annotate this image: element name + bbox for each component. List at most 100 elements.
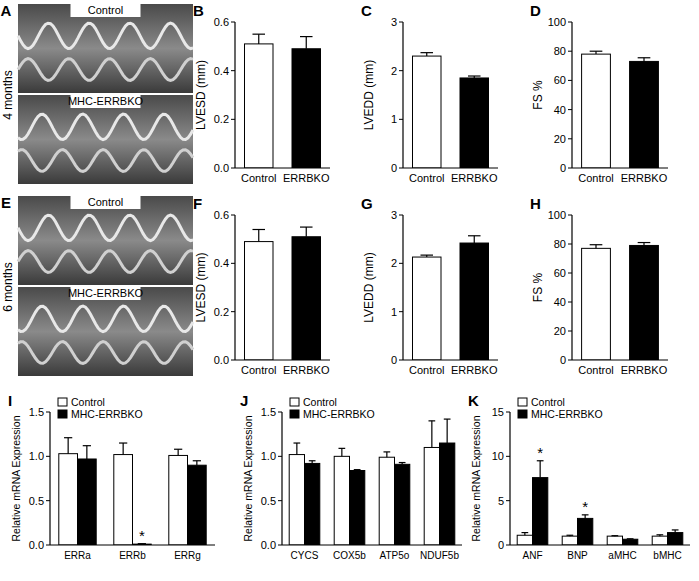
y-tick [399, 119, 403, 120]
error-cap [119, 442, 127, 443]
echo-frame [18, 196, 193, 285]
chart: 0.00.20.40.6ControlERRBKOLVESD (mm)F [193, 195, 330, 376]
error-bar [64, 438, 72, 454]
y-tick-label: 0.0 [214, 354, 229, 366]
error-bar [300, 37, 313, 49]
y-tick [231, 70, 235, 71]
echo-trace [18, 23, 193, 48]
panel-letter: B [193, 2, 204, 19]
error-bar [428, 421, 435, 448]
y-tick [568, 273, 572, 274]
chart: 0123ControlERRBKOLVEDD (mm)C [361, 2, 498, 184]
error-bar [611, 535, 618, 536]
y-axis-label: FS % [531, 80, 545, 110]
bar [289, 455, 304, 545]
error-bar [590, 245, 603, 249]
error-bar [420, 53, 433, 56]
y-tick [231, 168, 235, 169]
y-tick-label: 0.0 [29, 539, 44, 551]
panel-letter: I [8, 392, 12, 409]
y-tick [46, 545, 50, 546]
error-cap [338, 448, 345, 449]
y-tick-label: 0.5 [261, 495, 276, 507]
error-bar [627, 538, 634, 539]
image-label: MHC-ERRBKO [68, 95, 144, 107]
error-line [386, 452, 387, 457]
bar [630, 245, 659, 360]
error-cap [468, 235, 481, 236]
bar [562, 536, 577, 545]
legend-swatch [58, 410, 67, 418]
bar [59, 454, 78, 545]
error-cap [83, 445, 91, 446]
bar [114, 455, 133, 545]
x-axis [572, 167, 668, 168]
error-bar [83, 446, 91, 459]
y-tick [568, 80, 572, 81]
x-tick-label: NDUF5b [420, 550, 459, 561]
y-tick [46, 412, 50, 413]
y-tick [506, 545, 510, 546]
error-line [178, 449, 179, 455]
panel-letter: A [1, 2, 12, 19]
error-bar [521, 533, 528, 536]
bar [305, 463, 320, 545]
y-tick-label: 80 [554, 45, 566, 57]
error-bar [309, 461, 316, 464]
y-axis [234, 215, 235, 360]
y-tick-label: 0.4 [214, 65, 229, 77]
error-bar [193, 461, 201, 465]
error-line [196, 461, 197, 465]
y-tick [568, 138, 572, 139]
bar [334, 456, 349, 545]
chart: 051015ANFBNPaMHCbMHCRelative mRNA Expres… [468, 392, 690, 561]
y-tick [506, 500, 510, 501]
error-bar [354, 469, 361, 471]
bar [188, 465, 207, 545]
legend-label: Control [71, 396, 105, 408]
error-bar [338, 448, 345, 456]
y-tick [399, 168, 403, 169]
error-line [123, 443, 124, 455]
error-cap [656, 534, 663, 535]
bar [413, 56, 442, 168]
echo-frame [18, 4, 193, 93]
panel-letter: E [1, 194, 11, 211]
error-cap [468, 75, 481, 76]
marks [59, 438, 206, 545]
bar [630, 61, 659, 168]
marks [582, 51, 659, 168]
y-tick [278, 545, 282, 546]
y-tick-label: 1.0 [261, 450, 276, 462]
error-bar [383, 452, 390, 457]
error-bar [638, 243, 651, 246]
significance-mark: * [537, 444, 543, 461]
error-cap [399, 462, 406, 463]
bar [517, 535, 532, 545]
y-tick-label: 0.2 [214, 113, 229, 125]
error-line [86, 446, 87, 459]
x-axis [403, 167, 498, 168]
error-cap [309, 460, 316, 461]
legend-label: MHC-ERRBKO [303, 408, 375, 420]
legend-swatch [518, 410, 527, 418]
error-bar [252, 230, 265, 242]
error-bar [672, 530, 679, 533]
y-tick [568, 331, 572, 332]
y-tick-label: 5 [498, 495, 504, 507]
image-label: Control [88, 4, 123, 16]
chart: 020406080100ControlERRBKOFS %H [530, 195, 668, 376]
y-axis [281, 412, 282, 545]
error-cap [64, 437, 72, 438]
y-tick [568, 168, 572, 169]
error-cap [252, 229, 265, 230]
x-tick-label: ERRBKO [621, 172, 668, 184]
bar [582, 248, 611, 360]
y-tick [568, 302, 572, 303]
echo-trace [18, 114, 193, 140]
time-label: 4 months [1, 70, 15, 119]
error-bar [119, 443, 127, 455]
x-tick-label: ERRg [174, 550, 201, 561]
y-tick [231, 263, 235, 264]
error-bar [566, 535, 573, 537]
